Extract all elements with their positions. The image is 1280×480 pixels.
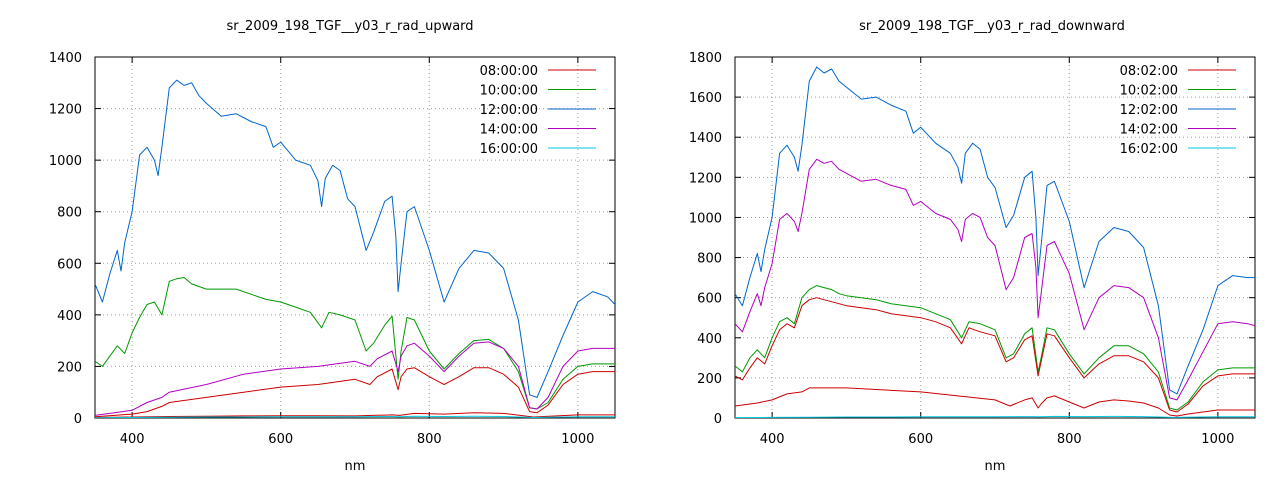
y-tick-label: 1000 [49, 154, 82, 169]
x-axis-label: nm [985, 459, 1006, 474]
y-tick-label: 600 [697, 292, 722, 307]
series-line-10:02:00 [735, 285, 1255, 411]
series-group [95, 79, 615, 418]
x-tick-label: 1000 [561, 432, 594, 447]
y-tick-label: 1200 [49, 103, 82, 118]
series-line-unlabeled-5 [95, 367, 615, 418]
series-line-08:02:00 [735, 387, 1255, 417]
legend-label: 14:02:00 [1120, 123, 1178, 138]
legend-label: 10:02:00 [1120, 84, 1178, 99]
series-group [735, 66, 1255, 418]
legend-label: 12:00:00 [480, 103, 538, 118]
y-tick-label: 200 [57, 360, 82, 375]
x-tick-label: 800 [1057, 432, 1082, 447]
legend-label: 08:00:00 [480, 64, 538, 79]
legend-label: 12:02:00 [1120, 103, 1178, 118]
y-tick-label: 400 [57, 309, 82, 324]
legend-label: 10:00:00 [480, 84, 538, 99]
x-tick-label: 400 [760, 432, 785, 447]
x-tick-label: 600 [268, 432, 293, 447]
x-tick-label: 400 [120, 432, 145, 447]
chart-title: sr_2009_198_TGF__y03_r_rad_upward [226, 19, 473, 34]
chart-title: sr_2009_198_TGF__y03_r_rad_downward [859, 19, 1125, 34]
y-tick-label: 800 [697, 252, 722, 267]
series-line-10:00:00 [95, 277, 615, 410]
series-line-14:02:00 [735, 158, 1255, 401]
y-tick-label: 1400 [689, 131, 722, 146]
series-line-12:00:00 [95, 79, 615, 398]
series-line-16:02:00 [735, 415, 1255, 418]
x-tick-label: 800 [417, 432, 442, 447]
legend-label: 16:00:00 [480, 142, 538, 157]
y-tick-label: 1600 [689, 91, 722, 106]
series-line-unlabeled-5 [735, 297, 1255, 413]
series-line-12:02:00 [735, 66, 1255, 395]
chart-panel-1: 400 600 800 1000 0 200 400 600 800 1000 1200 1400 sr… [49, 19, 616, 474]
y-tick-label: 600 [57, 257, 82, 272]
plot-frame [734, 56, 1256, 419]
x-tick-label: 600 [908, 432, 933, 447]
x-axis-label: nm [345, 459, 366, 474]
y-tick-label: 800 [57, 206, 82, 221]
y-tick-label: 0 [74, 412, 82, 427]
y-tick-label: 0 [714, 412, 722, 427]
y-tick-label: 1000 [689, 211, 722, 226]
x-tick-label: 1000 [1201, 432, 1234, 447]
legend-label: 08:02:00 [1120, 64, 1178, 79]
plot-frame [94, 56, 616, 419]
series-line-14:00:00 [95, 341, 615, 416]
chart-panel-2: 400 600 800 1000 0 200 400 600 800 1000 1200 1400 16… [689, 19, 1256, 474]
y-tick-label: 400 [697, 332, 722, 347]
y-tick-label: 1200 [689, 171, 722, 186]
y-tick-label: 200 [697, 372, 722, 387]
series-line-16:00:00 [95, 415, 615, 418]
legend-label: 16:02:00 [1120, 142, 1178, 157]
legend-label: 14:00:00 [480, 123, 538, 138]
y-tick-label: 1400 [49, 51, 82, 66]
series-line-08:00:00 [95, 412, 615, 418]
y-tick-label: 1800 [689, 51, 722, 66]
